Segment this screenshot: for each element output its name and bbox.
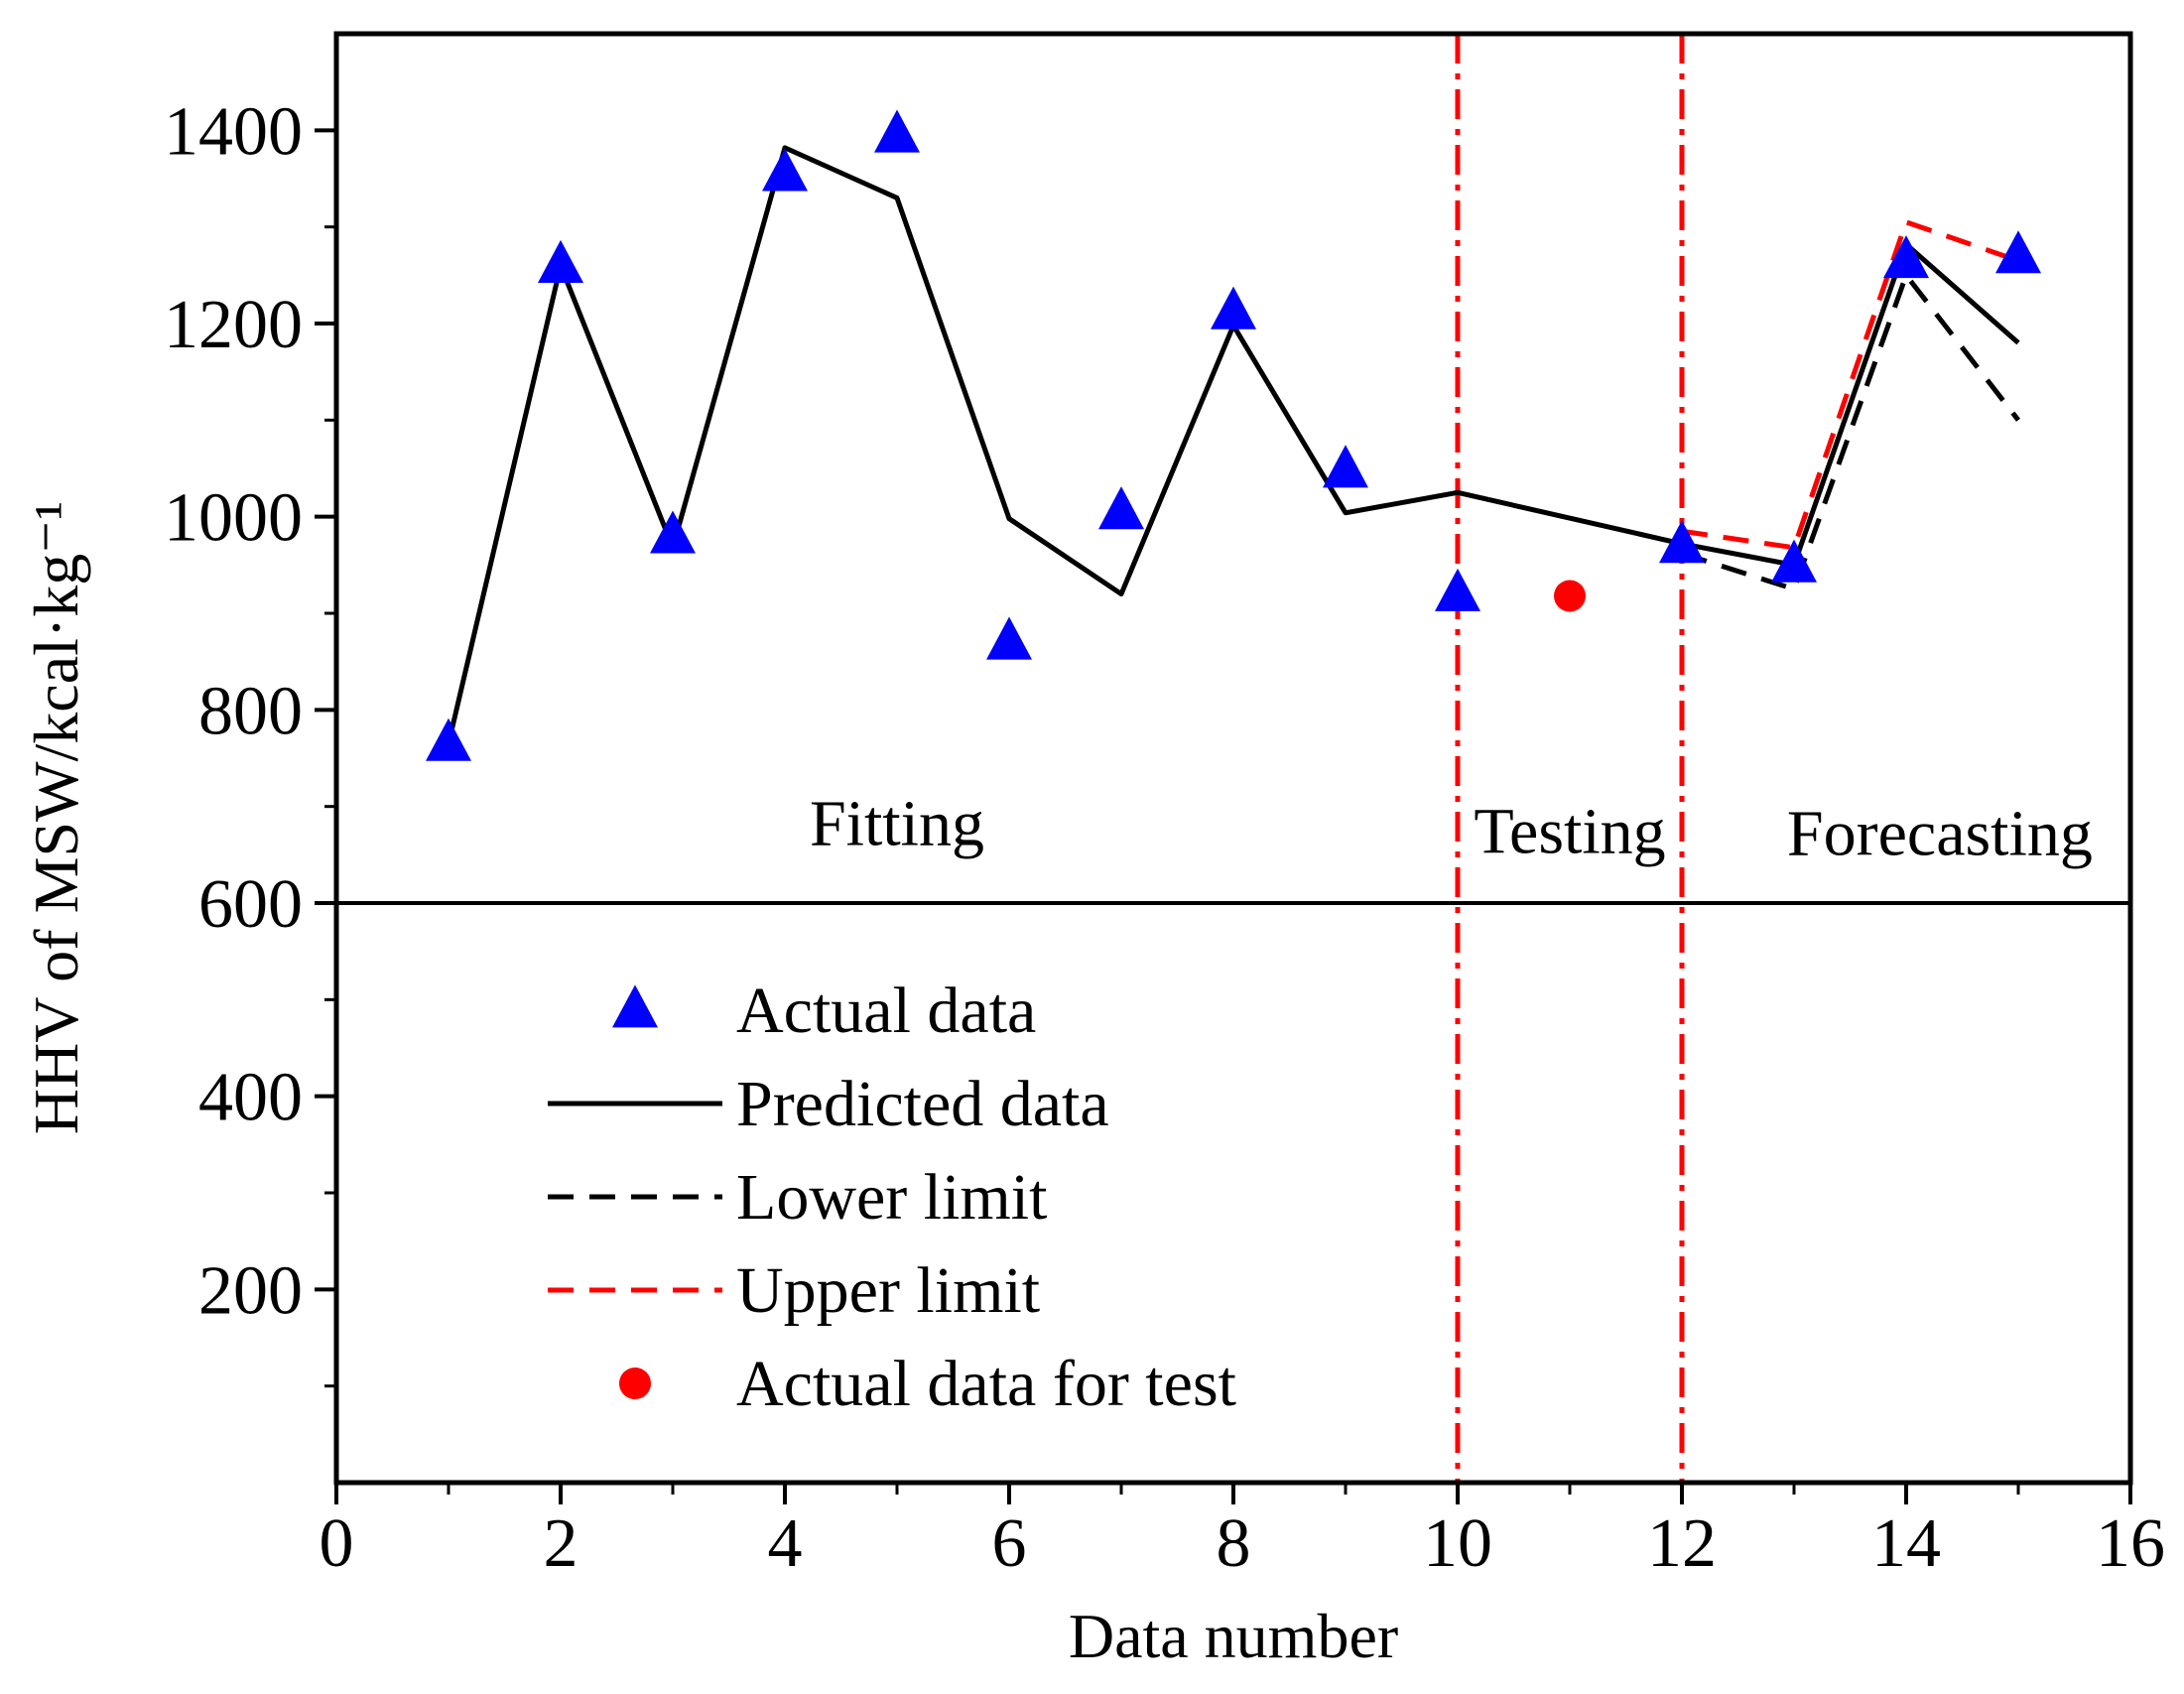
point-actual-data-9 bbox=[1323, 445, 1368, 488]
legend-label-lower-limit: Lower limit bbox=[736, 1161, 1047, 1234]
plot-border bbox=[333, 31, 2133, 1486]
point-actual-data-7 bbox=[1098, 486, 1144, 530]
point-actual-data-2 bbox=[538, 239, 583, 283]
x-tick-label-4: 4 bbox=[768, 1505, 803, 1582]
point-actual-data-for-test-11 bbox=[1554, 580, 1586, 612]
point-actual-data-3 bbox=[650, 510, 696, 554]
point-actual-data-5 bbox=[874, 109, 920, 153]
y-tick-label-1200: 1200 bbox=[164, 287, 303, 363]
point-actual-data-1 bbox=[426, 717, 471, 761]
chart-text: Data number HHV of MSW/kcal·kg⁻¹ Fitting Te… bbox=[21, 501, 2093, 1671]
y-tick-label-400: 400 bbox=[198, 1060, 303, 1136]
point-actual-data-6 bbox=[986, 616, 1032, 660]
y-tick-label-200: 200 bbox=[198, 1252, 303, 1329]
legend-label-actual-data-for-test: Actual data for test bbox=[736, 1348, 1236, 1420]
point-actual-data-13 bbox=[1771, 539, 1817, 583]
x-tick-label-14: 14 bbox=[1871, 1505, 1941, 1582]
x-tick-label-10: 10 bbox=[1423, 1505, 1492, 1582]
x-tick-label-16: 16 bbox=[2096, 1505, 2165, 1582]
point-actual-data-8 bbox=[1211, 286, 1256, 329]
series-upper-limit bbox=[1681, 219, 2019, 551]
x-tick-label-6: 6 bbox=[992, 1505, 1027, 1582]
series-predicted-data bbox=[446, 145, 2020, 744]
region-label-testing: Testing bbox=[1474, 795, 1665, 867]
region-label-fitting: Fitting bbox=[810, 788, 984, 860]
legend-label-predicted-data: Predicted data bbox=[736, 1068, 1109, 1140]
y-axis-title: HHV of MSW/kcal·kg⁻¹ bbox=[21, 501, 91, 1134]
y-tick-label-1000: 1000 bbox=[164, 480, 303, 557]
y-tick-label-800: 800 bbox=[198, 673, 303, 749]
x-axis-title: Data number bbox=[1069, 1601, 1398, 1671]
legend-symbol-actual-data-for-test bbox=[619, 1368, 651, 1399]
chart-lines bbox=[336, 34, 2130, 1483]
y-tick-label-600: 600 bbox=[198, 866, 303, 943]
chart-markers bbox=[426, 109, 2041, 761]
legend-label-upper-limit: Upper limit bbox=[736, 1254, 1040, 1327]
legend: Actual data Predicted data Lower limit Uppe… bbox=[548, 975, 1236, 1420]
legend-label-actual-data: Actual data bbox=[736, 975, 1036, 1047]
point-actual-data-15 bbox=[1995, 230, 2041, 274]
point-actual-data-14 bbox=[1883, 235, 1929, 279]
series-lower-limit bbox=[1681, 272, 2020, 592]
plot-frame bbox=[333, 31, 2133, 1486]
axes: 0 2 4 6 8 10 12 14 16 200 400 600 800 1000 1200 1400 bbox=[164, 93, 2165, 1582]
legend-symbol-actual-data bbox=[612, 984, 658, 1028]
x-tick-label-2: 2 bbox=[544, 1505, 578, 1582]
x-tick-label-0: 0 bbox=[320, 1505, 354, 1582]
x-tick-label-12: 12 bbox=[1647, 1505, 1717, 1582]
x-tick-label-8: 8 bbox=[1217, 1505, 1251, 1582]
point-actual-data-10 bbox=[1435, 568, 1480, 611]
region-label-forecasting: Forecasting bbox=[1787, 797, 2093, 869]
point-actual-data-12 bbox=[1659, 520, 1705, 564]
y-tick-label-1400: 1400 bbox=[164, 93, 303, 170]
point-actual-data-4 bbox=[762, 148, 808, 192]
